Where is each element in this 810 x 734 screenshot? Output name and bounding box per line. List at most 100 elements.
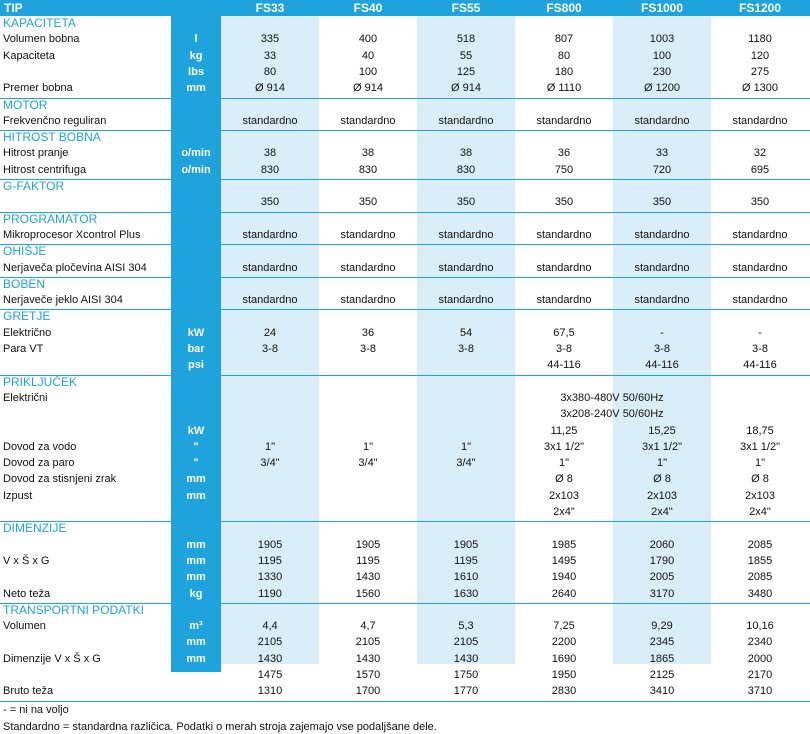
value-cell: 33 [655,147,669,160]
value-cell: 3-8 [262,343,278,355]
value-cell: 830 [358,163,378,176]
value-cell: 2x4" [749,506,771,518]
row-unit: mm [186,489,206,502]
value-cell: 2200 [551,636,577,649]
value-cell: 11,25 [550,424,578,437]
row-unit: " [193,440,199,453]
value-cell: 1905 [355,538,381,551]
value-cell: 3-8 [556,343,572,355]
row-unit: mm [186,538,206,551]
value-cell: 518 [456,33,476,46]
column-shade [221,16,319,664]
section-title: MOTOR [3,97,48,112]
value-cell: 3480 [747,587,773,600]
header-model: FS1000 [640,1,684,15]
footnote: - = ni na voljo [3,703,69,716]
value-cell: standardno [634,228,690,241]
section-title: GRETJE [3,309,51,324]
value-cell: 54 [459,326,473,339]
row-label: Dovod za paro [3,457,75,470]
row-label: Bruto teža [3,685,54,698]
value-cell: 3x1 1/2" [544,440,584,453]
value-cell: 80 [263,65,277,78]
section-divider [0,130,810,132]
value-cell: 1195 [454,554,478,567]
value-cell: standardno [634,114,690,127]
value-cell: 1" [558,457,570,470]
row-label: Volumen [3,620,46,633]
row-label: Nerjaveča pločevina AISI 304 [3,261,147,274]
value-cell: 335 [260,33,280,46]
value-cell: 3x1 1/2" [642,440,682,453]
value-cell: 1430 [453,652,479,665]
value-cell: 3/4" [358,457,378,470]
value-cell: 350 [456,196,476,209]
row-unit: " [193,457,199,470]
row-label: Volumen bobna [3,33,80,46]
section-title: OHIŠJE [3,244,47,259]
value-cell: 3-8 [458,343,474,355]
value-cell: standardno [536,228,592,241]
section-divider [0,521,810,523]
value-cell: standardno [634,294,690,307]
value-cell: standardno [242,114,298,127]
row-label: Električno [3,326,52,339]
value-cell: standardno [438,261,494,274]
value-cell: 720 [652,163,672,176]
value-cell: 2085 [747,571,773,584]
value-cell: 2340 [747,636,773,649]
section-divider [0,374,810,376]
value-cell: 2x103 [549,489,579,502]
value-cell: 1" [264,440,276,453]
value-cell: standardno [438,294,494,307]
value-cell: 44-116 [645,359,679,372]
row-label: Električni [3,391,48,404]
value-cell: 1570 [355,669,381,681]
value-cell: 350 [554,196,574,209]
value-cell: Ø 1300 [741,82,779,95]
section-title: PRIKLJUČEK [3,374,78,389]
value-cell: 1750 [453,669,479,681]
value-cell: 350 [652,196,672,209]
section-title: PROGRAMATOR [3,211,98,226]
value-cell: Ø 1200 [643,82,681,95]
value-cell: 1610 [453,571,479,584]
value-cell: 120 [750,49,770,62]
row-unit: mm [186,669,206,681]
value-cell: 1310 [257,685,283,698]
value-cell: 1495 [551,554,577,567]
value-cell: 1330 [257,571,283,584]
value-cell: standardno [732,114,788,127]
value-cell: 2060 [649,538,675,551]
value-cell: Ø 1110 [546,82,582,95]
section-divider [0,309,810,311]
value-cell: 3170 [649,587,675,600]
value-cell: standardno [242,294,298,307]
value-cell: 1190 [258,587,282,600]
row-label: Hitrost pranje [3,147,69,160]
value-cell: 1475 [257,669,283,681]
value-cell: 1690 [551,652,577,665]
value-cell: 10,16 [746,620,774,633]
value-cell: 350 [260,196,280,209]
row-label: Dovod za vodo [3,440,77,453]
row-label: Dovod za stisnjeni zrak [3,473,117,486]
value-cell: 1790 [649,554,675,567]
value-cell: 400 [358,33,378,46]
value-cell: 44-116 [743,359,777,372]
value-cell: 2x4" [553,506,575,518]
value-cell: 275 [750,65,770,78]
row-label: Kapaciteta [3,49,55,62]
value-cell: 3/4" [260,457,280,470]
value-cell: 350 [358,196,378,209]
value-cell: 1430 [257,652,283,665]
value-cell: 1180 [748,33,772,46]
value-cell: 3x1 1/2" [740,440,780,453]
value-cell: 3-8 [360,343,376,355]
row-label: Hitrost centrifuga [3,163,87,176]
row-label: Izpust [3,489,33,502]
value-cell: standardno [242,228,298,241]
value-cell: 125 [456,65,476,78]
value-cell: standardno [634,261,690,274]
section-divider [0,602,810,604]
